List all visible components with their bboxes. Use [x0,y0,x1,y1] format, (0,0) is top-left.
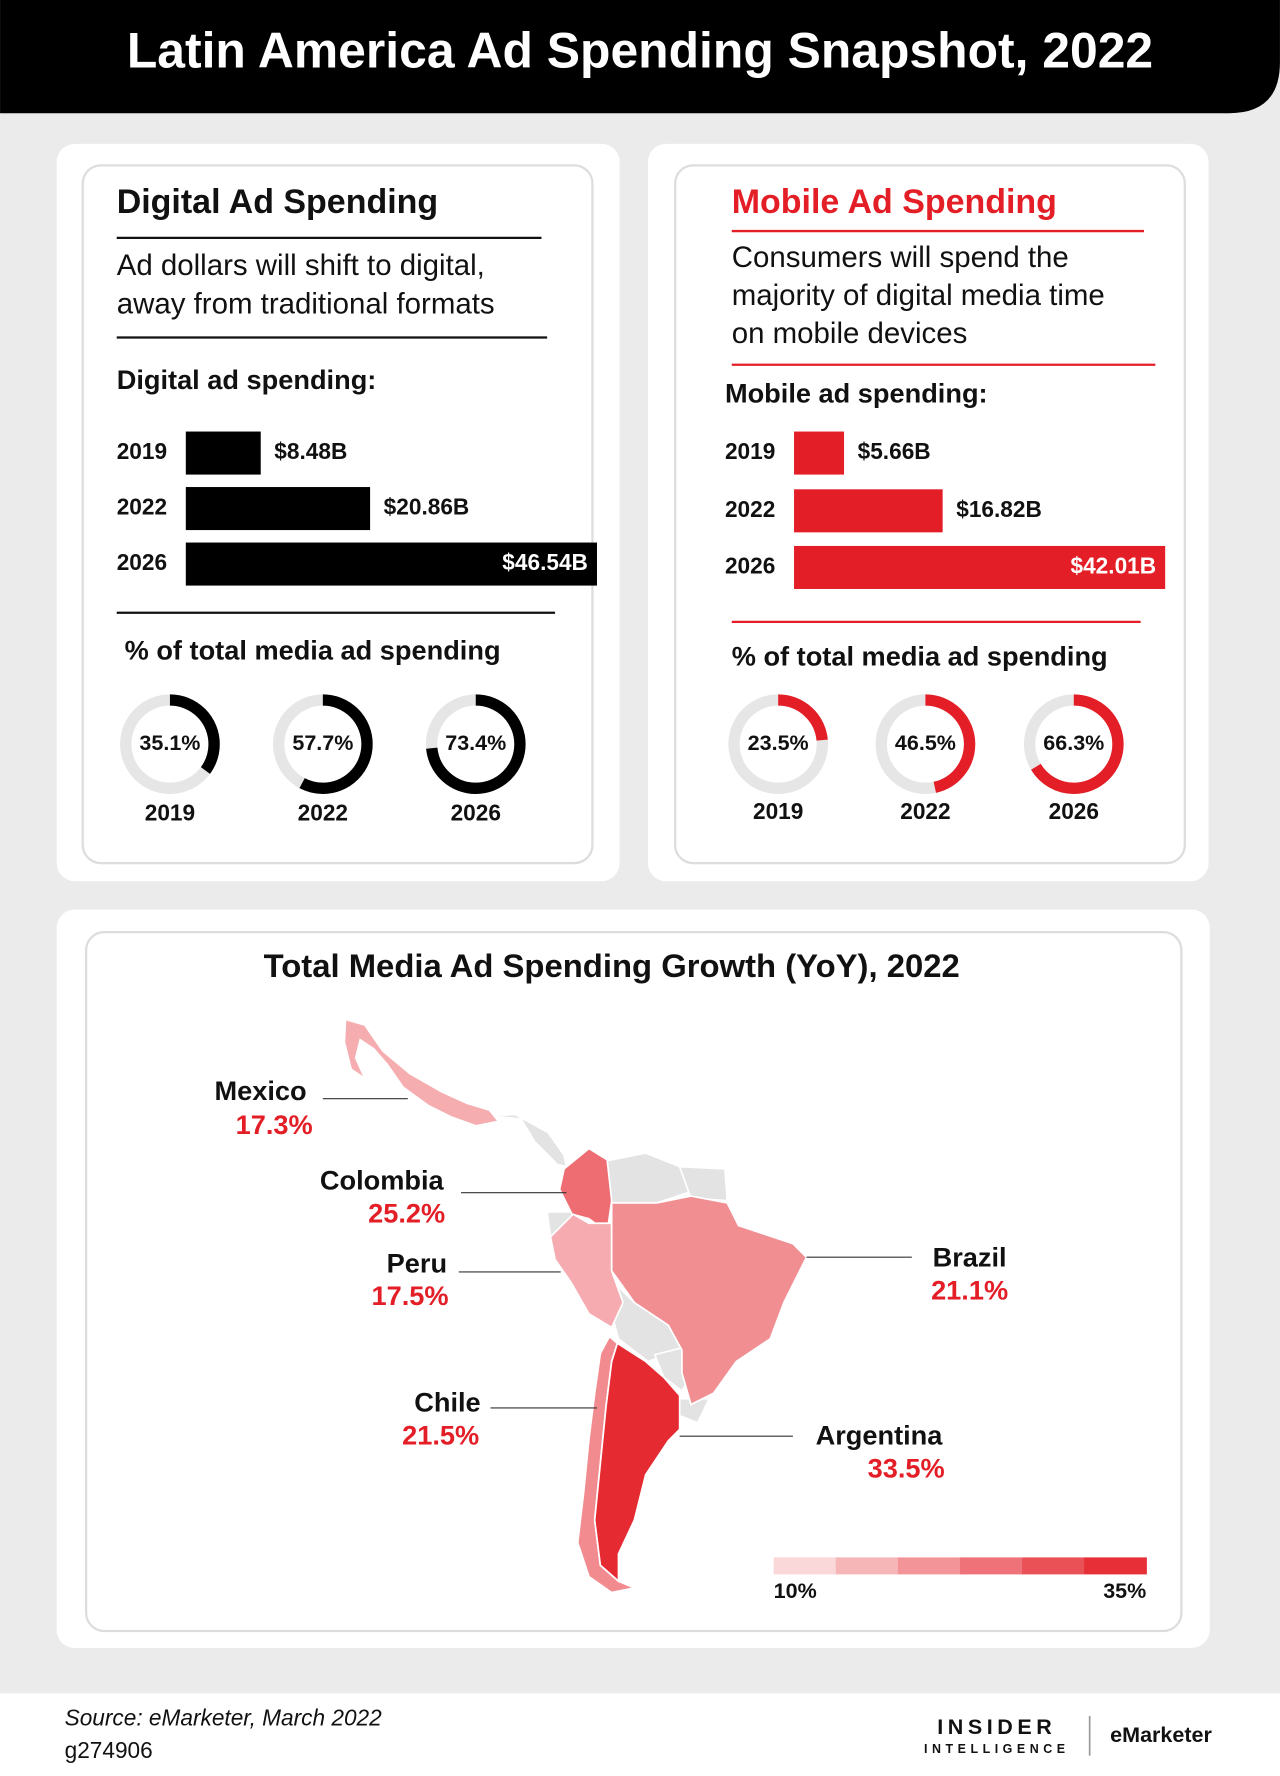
country [549,1213,624,1329]
country-value: 17.3% [236,1109,313,1140]
chart-id: g274906 [65,1737,153,1763]
share-label: % of total media ad spending [125,635,501,666]
year-label: 2022 [117,494,167,520]
donut-label: 57.7% [292,731,353,755]
donut-year: 2019 [145,799,195,825]
card-border [85,931,1183,1633]
bar [185,431,261,475]
country [610,1195,808,1406]
bar [794,431,845,475]
country-value: 17.5% [372,1280,449,1311]
scale-step [1084,1557,1147,1575]
country [593,1342,681,1584]
year-label: 2019 [725,438,775,464]
logo: eMarketer [1110,1723,1212,1747]
donut-label: 46.5% [895,731,956,755]
logo: INTELLIGENCE [924,1742,1070,1756]
panel-subtitle: away from traditional formats [117,288,495,321]
country-value: 25.2% [368,1198,445,1229]
donut-year: 2026 [451,799,501,825]
value-label: $46.54B [502,549,588,575]
card-border [81,164,594,865]
map-title: Total Media Ad Spending Growth (YoY), 20… [264,947,960,984]
donut-arc [273,694,373,794]
share-label: % of total media ad spending [732,640,1108,671]
scale-step [1022,1557,1085,1575]
country-value: 33.5% [868,1452,945,1483]
donut-arc [425,694,526,794]
donut-year: 2022 [298,799,348,825]
donut-year: 2026 [1049,798,1099,824]
panel-title: Mobile Ad Spending [732,183,1057,221]
donut-label: 66.3% [1043,731,1104,755]
page-title: Latin America Ad Spending Snapshot, 2022 [127,23,1153,79]
bar-label: Mobile ad spending: [725,377,988,408]
bar [794,489,943,533]
panel-subtitle: on mobile devices [732,317,968,350]
country-name: Colombia [320,1165,445,1196]
country-name: Brazil [933,1242,1007,1273]
scale-step [773,1557,837,1575]
country [678,1165,729,1202]
bar [185,487,371,531]
country-name: Chile [414,1387,480,1418]
panel-subtitle: Ad dollars will shift to digital, [117,249,485,282]
country-name: Peru [387,1247,447,1278]
panel-title: Digital Ad Spending [117,183,438,221]
header-bar [0,0,1280,114]
bar [185,542,597,586]
value-label: $42.01B [1071,552,1157,578]
card-border [673,164,1186,865]
year-label: 2019 [117,438,167,464]
donut-arc [875,694,976,794]
value-label: $16.82B [956,496,1042,522]
country-name: Argentina [816,1420,944,1451]
scale-label: 35% [1103,1579,1146,1603]
scale-label: 10% [774,1579,817,1603]
donut-label: 73.4% [445,731,506,755]
country-name: Mexico [214,1075,306,1106]
scale-step [959,1557,1023,1575]
donut-year: 2019 [753,798,803,824]
panel-subtitle: majority of digital media time [732,279,1105,312]
bar [794,545,1166,589]
source: Source: eMarketer, March 2022 [65,1704,383,1730]
donut-arc [120,694,220,794]
country-value: 21.5% [402,1420,479,1451]
logo: INSIDER [937,1715,1056,1739]
footer [0,1693,1280,1776]
value-label: $8.48B [274,438,347,464]
country [343,1018,500,1127]
value-label: $5.66B [858,438,931,464]
scale-step [835,1557,899,1575]
year-label: 2026 [117,549,167,575]
donut-label: 35.1% [139,731,200,755]
panel-subtitle: Consumers will spend the [732,241,1069,274]
country-value: 21.1% [931,1275,1008,1306]
bar-label: Digital ad spending: [117,364,377,395]
year-label: 2022 [725,496,775,522]
donut-arc [1023,694,1124,794]
donut-year: 2022 [900,798,950,824]
donut-label: 23.5% [748,731,809,755]
year-label: 2026 [725,552,775,578]
scale-step [897,1557,961,1575]
value-label: $20.86B [384,494,470,520]
donut-arc [728,694,829,794]
